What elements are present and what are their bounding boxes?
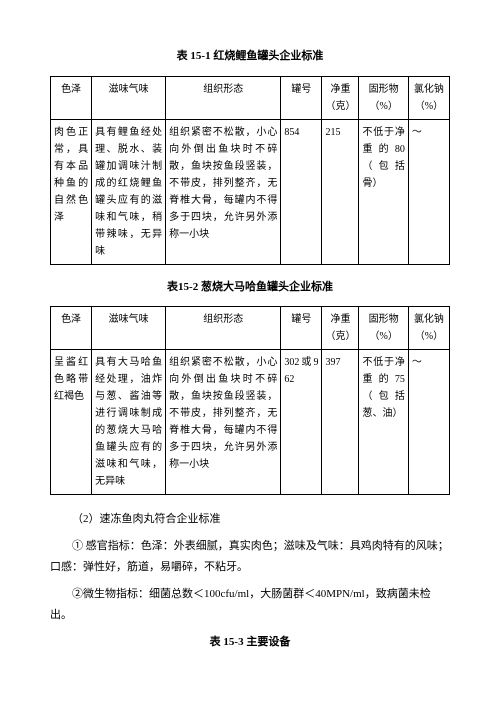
- table1: 色泽 滋味气味 组织形态 罐号 净重（克） 固形物（%） 氯化钠（%） 肉色正常…: [50, 76, 450, 265]
- th2-col6: 氯化钠（%）: [408, 307, 449, 350]
- table2-row: 呈酱红色略带红褐色 具有大马哈鱼经处理，油炸与葱、酱油等进行调味制成的葱烧大马哈…: [51, 350, 450, 495]
- td2-col6: ～: [408, 350, 449, 495]
- th-col3: 罐号: [281, 76, 322, 119]
- th2-col5: 固形物（%）: [359, 307, 408, 350]
- th2-col4: 净重（克）: [322, 307, 359, 350]
- td-col5: 不低于净重的80（包括骨）: [359, 119, 408, 264]
- th2-col1: 滋味气味: [92, 307, 166, 350]
- td-col3: 854: [281, 119, 322, 264]
- table1-row: 肉色正常，具有本品种鱼的自然色泽 具有鲤鱼经处理、脱水、装罐加调味汁制成的红烧鲤…: [51, 119, 450, 264]
- footer-title: 表 15-3 主要设备: [50, 634, 450, 652]
- td2-col4: 397: [322, 350, 359, 495]
- th-col5: 固形物（%）: [359, 76, 408, 119]
- td-col2: 组织紧密不松散，小心向外倒出鱼块时不碎散，鱼块按鱼段竖装，不带皮，排列整齐，无脊…: [166, 119, 281, 264]
- td-col4: 215: [322, 119, 359, 264]
- table2-title: 表15-2 葱烧大马哈鱼罐头企业标准: [50, 279, 450, 297]
- para-1: （2）速冻鱼肉丸符合企业标准: [50, 509, 450, 530]
- td2-col1: 具有大马哈鱼经处理，油炸与葱、酱油等进行调味制成的葱烧大马哈鱼罐头应有的滋味和气…: [92, 350, 166, 495]
- para-3: ②微生物指标：细菌总数＜100cfu/ml，大肠菌群＜40MPN/ml，致病菌未…: [50, 584, 450, 626]
- th-col0: 色泽: [51, 76, 92, 119]
- table1-header-row: 色泽 滋味气味 组织形态 罐号 净重（克） 固形物（%） 氯化钠（%）: [51, 76, 450, 119]
- th-col6: 氯化钠（%）: [408, 76, 449, 119]
- td-col6: ～: [408, 119, 449, 264]
- th-col2: 组织形态: [166, 76, 281, 119]
- th2-col2: 组织形态: [166, 307, 281, 350]
- table1-title: 表 15-1 红烧鲤鱼罐头企业标准: [50, 48, 450, 66]
- table2-header-row: 色泽 滋味气味 组织形态 罐号 净重（克） 固形物（%） 氯化钠（%）: [51, 307, 450, 350]
- th2-col0: 色泽: [51, 307, 92, 350]
- table2: 色泽 滋味气味 组织形态 罐号 净重（克） 固形物（%） 氯化钠（%） 呈酱红色…: [50, 306, 450, 495]
- para-2: ① 感官指标：色泽：外表细腻，真实肉色；滋味及气味：具鸡肉特有的风味；口感：弹性…: [50, 536, 450, 578]
- td2-col5: 不低于净重的75（包括葱、油）: [359, 350, 408, 495]
- td-col1: 具有鲤鱼经处理、脱水、装罐加调味汁制成的红烧鲤鱼罐头应有的滋味和气味，稍带辣味，…: [92, 119, 166, 264]
- td-col0: 肉色正常，具有本品种鱼的自然色泽: [51, 119, 92, 264]
- td2-col3: 302或962: [281, 350, 322, 495]
- th-col1: 滋味气味: [92, 76, 166, 119]
- td2-col0: 呈酱红色略带红褐色: [51, 350, 92, 495]
- td2-col2: 组织紧密不松散，小心向外倒出鱼块时不碎散，鱼块按鱼段竖装，不带皮，排列整齐，无脊…: [166, 350, 281, 495]
- th-col4: 净重（克）: [322, 76, 359, 119]
- th2-col3: 罐号: [281, 307, 322, 350]
